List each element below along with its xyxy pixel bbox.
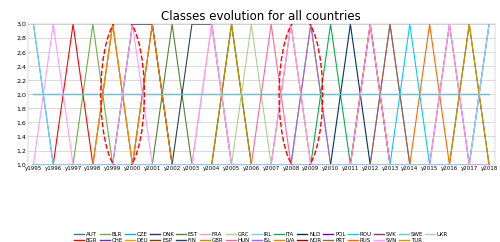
Title: Classes evolution for all countries: Classes evolution for all countries	[162, 10, 361, 23]
Legend: AUT, BGR, BLR, CHE, CZE, DEU, DNK, ESP, EST, FIN, FRA, GBR, GRC, HUN, IRL, ISL, : AUT, BGR, BLR, CHE, CZE, DEU, DNK, ESP, …	[74, 232, 448, 242]
